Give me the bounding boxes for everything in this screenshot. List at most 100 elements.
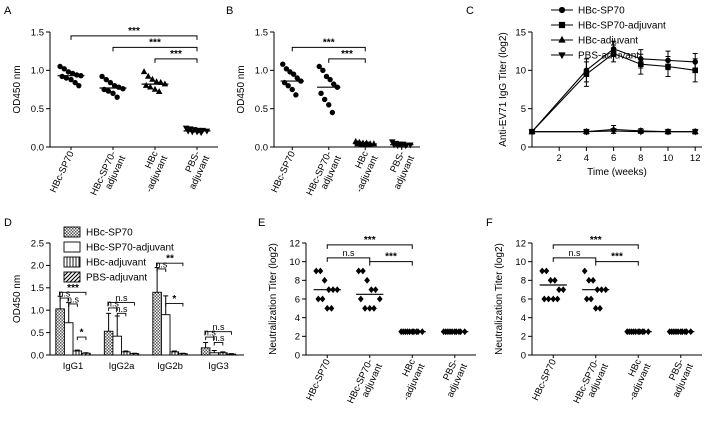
- panel-B-point: [293, 92, 299, 98]
- panel-F-x-tick-label-line: HBc-SP70: [530, 358, 559, 403]
- panel-C-legend-marker: [558, 52, 566, 60]
- panel-E-point: [362, 304, 368, 312]
- panel-E-point: [315, 295, 322, 303]
- panel-A-significance-label: ***: [149, 37, 161, 48]
- panel-E-y-tick-label: 4: [295, 313, 300, 324]
- panel-A-point: [72, 79, 78, 86]
- panel-F-y-tick-label: 6: [521, 294, 526, 305]
- panel-E-point: [313, 267, 320, 275]
- panel-D-legend-label: HBc-SP70-adjuvant: [86, 243, 174, 254]
- panel-F-y-tick-label: 2: [521, 332, 526, 343]
- panel-A-significance-bracket: [70, 35, 198, 40]
- panel-D-legend-label: HBc-SP70: [86, 228, 133, 239]
- panel-C-x-tick-label: 10: [663, 153, 674, 164]
- panel-E-point: [324, 304, 331, 312]
- panel-F-point: [560, 286, 567, 294]
- panel-A-point: [68, 76, 74, 83]
- panel-D-y-tick-label: 0.5: [31, 328, 44, 339]
- panel-A-point: [105, 88, 112, 94]
- panel-D-significance-label: n.s: [116, 293, 129, 303]
- panel-C-point: [528, 129, 536, 136]
- panel-A-point: [182, 125, 190, 132]
- panel-B-significance-label: ***: [341, 49, 353, 60]
- panel-B-y-axis-label: OD450 nm: [236, 65, 247, 113]
- panel-D-significance-bracket: [213, 342, 224, 346]
- panel-C-point: [691, 129, 699, 136]
- panel-F-x-tick-label: HBc-SP70-adjuvant: [571, 357, 611, 409]
- panel-E-y-axis-label: Neutralization Titer (log2): [268, 243, 279, 355]
- panel-E-point: [355, 267, 362, 275]
- panel-letter-a: A: [4, 5, 12, 17]
- panel-D-legend-swatch: [63, 226, 81, 238]
- panel-B-point: [290, 71, 297, 77]
- panel-A-point: [110, 90, 116, 97]
- panel-C-x-tick-label: 12: [690, 153, 701, 164]
- panel-D-error-bar: [211, 350, 217, 353]
- panel-D-significance-bracket: [205, 331, 232, 335]
- panel-C-legend-label: PBS-adjuvant: [578, 51, 639, 62]
- panel-D-error-bar: [203, 341, 209, 348]
- panel-B-point: [280, 61, 286, 67]
- panel-B-point: [326, 102, 332, 108]
- panel-D-legend-swatch: [63, 256, 81, 268]
- panel-F-point: [583, 295, 590, 303]
- panel-D-significance-label: n.s: [58, 289, 71, 299]
- panel-F-point: [547, 276, 554, 284]
- panel-D-bar: [200, 347, 211, 356]
- panel-D-bar: [63, 322, 74, 356]
- panel-E-point: [328, 304, 335, 312]
- panel-E-x-tick-label: HBc-SP70-adjuvant: [345, 357, 385, 409]
- panel-D-significance-label: n.s: [107, 298, 120, 308]
- panel-B-point: [323, 73, 330, 80]
- panel-E-point: [371, 304, 377, 312]
- panel-A-significance-bracket: [112, 46, 198, 52]
- panel-E-point: [319, 295, 326, 303]
- panel-D-bar: [218, 352, 228, 356]
- panel-C-y-axis-label: Anti-EV71 IgG Titer (log2): [498, 32, 509, 147]
- panel-B-point: [316, 63, 322, 70]
- panel-B-significance-label: ***: [323, 37, 335, 48]
- panel-a-od450-scatter: 0.0 0.5 1.0 1.5 OD450 nm HBc-SP70 HBc-SP70-adj…: [12, 26, 218, 197]
- panel-C-point: [692, 67, 699, 74]
- panel-D-legend-swatch: [63, 241, 81, 253]
- panel-F-point: [592, 304, 599, 312]
- panel-C-point: [583, 129, 590, 136]
- panel-D-significance-bracket: [108, 302, 135, 306]
- panel-F-point: [543, 267, 550, 275]
- panel-F-x-tick-label: PBS-adjuvant: [661, 357, 696, 399]
- panel-letter-d: D: [4, 217, 12, 229]
- panel-F-point: [541, 295, 548, 303]
- panel-D-x-tick-label: IgG2b: [157, 361, 183, 372]
- panel-D-significance-bracket: [76, 336, 87, 341]
- panel-C-legend-marker: [558, 21, 566, 29]
- panel-E-point: [364, 276, 370, 284]
- panel-A-point: [149, 75, 156, 82]
- panel-B-x-tick-label-line: HBc-SP70: [269, 150, 298, 195]
- panel-B-x-tick-label: HBc-adjuvant: [344, 149, 380, 194]
- panel-E-y-tick-label: 8: [295, 276, 300, 287]
- panel-E-x-tick-label: HBc-adjuvant: [391, 357, 427, 402]
- panel-B-x-tick-label: HBc-SP70-adjuvant: [304, 149, 344, 201]
- panel-B-point: [283, 66, 290, 72]
- panel-B-point: [289, 86, 295, 93]
- panel-D-significance-bracket: [59, 297, 70, 302]
- panel-A-point: [147, 83, 154, 90]
- panel-F-y-tick-label: 4: [521, 313, 526, 324]
- panel-C-y-tick-label: 10: [515, 66, 526, 77]
- panel-D-bar: [121, 351, 131, 356]
- panel-F-y-axis-label: Neutralization Titer (log2): [494, 243, 505, 355]
- panel-A-point: [120, 86, 126, 92]
- panel-F-significance-label: ***: [611, 252, 623, 263]
- panel-C-point: [583, 71, 590, 77]
- panel-A-point: [153, 78, 160, 85]
- panel-F-point: [581, 267, 588, 275]
- panel-C-legend-label: HBc-SP70-adjuvant: [578, 21, 666, 32]
- panel-D-bar: [112, 335, 122, 356]
- panel-letter-f: F: [486, 217, 493, 229]
- panel-A-point: [63, 75, 70, 81]
- panel-C-series-line: [531, 48, 696, 133]
- panel-F-point: [551, 276, 558, 284]
- panel-E-point: [360, 267, 366, 275]
- panel-E-y-tick-label: 2: [295, 332, 300, 343]
